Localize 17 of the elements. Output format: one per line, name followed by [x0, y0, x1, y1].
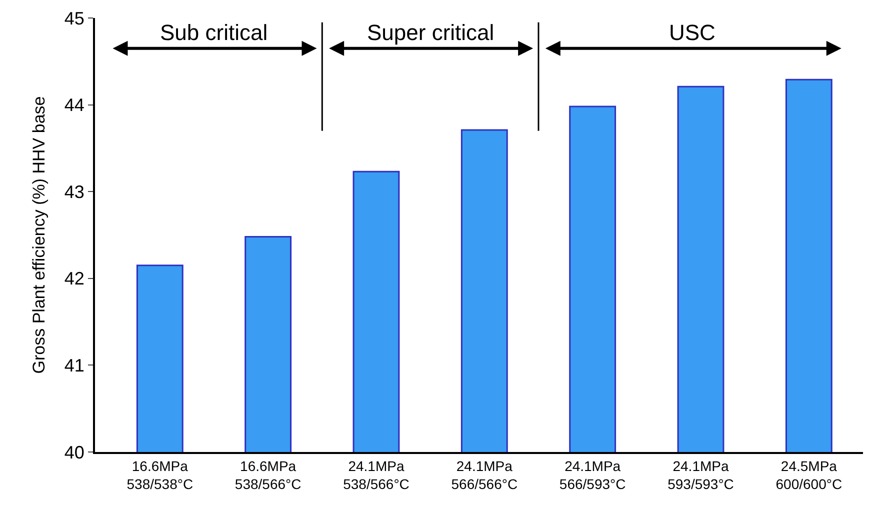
y-tick-label: 45 — [64, 8, 84, 28]
y-tick-label: 40 — [64, 442, 84, 462]
annotation: USC — [669, 20, 716, 45]
y-tick-label: 44 — [64, 95, 84, 116]
y-axis-title: Gross Plant efficiency (%) HHV base — [29, 96, 48, 374]
y-tick-label: 43 — [64, 182, 84, 202]
x-tick-label: 24.1MPa 593/593°C — [668, 458, 734, 492]
x-tick-label: 24.1MPa 566/593°C — [559, 458, 626, 492]
x-tick-label: 16.6MPa 538/538°C — [126, 458, 194, 492]
x-tick-label: 24.1MPa 538/566°C — [343, 458, 410, 492]
x-tick-label: 16.6MPa 538/566°C — [234, 458, 302, 492]
x-tick-label: 24.1MPa 566/566°C — [451, 458, 518, 492]
y-tick-label: 41 — [64, 356, 84, 376]
y-tick-label: 42 — [64, 268, 84, 289]
annotation: Sub critical — [160, 20, 268, 45]
x-tick-label: 24.5MPa 600/600°C — [776, 458, 842, 492]
annotation: Super critical — [367, 20, 494, 45]
